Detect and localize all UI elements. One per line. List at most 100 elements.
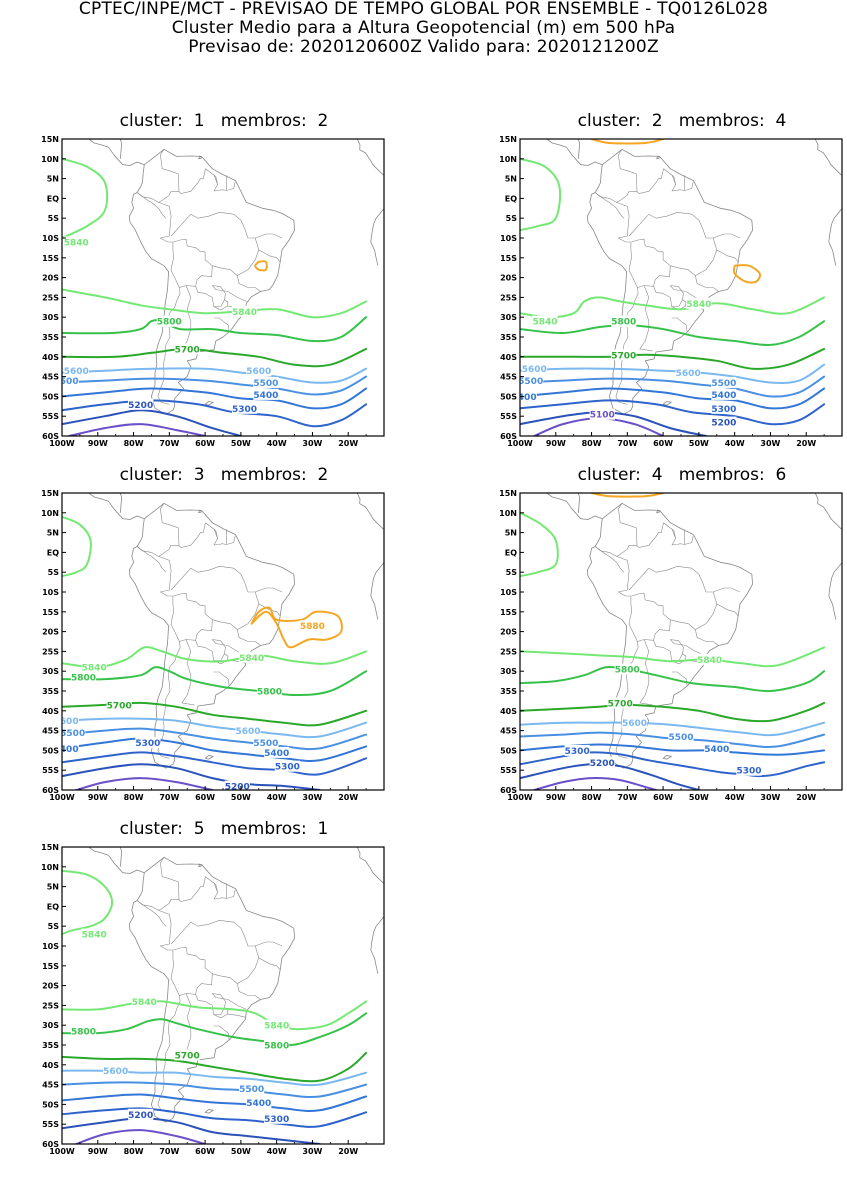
contour-5840 (62, 1001, 366, 1029)
country-border (159, 556, 174, 624)
country-border (171, 239, 212, 287)
country-border (255, 588, 282, 592)
contour-label: 5600 (246, 367, 271, 377)
lat-label: 20S (500, 274, 517, 283)
lat-label: 35S (500, 687, 517, 696)
country-border (713, 588, 740, 592)
contour-label: 5600 (103, 1067, 128, 1077)
lon-label: 40W (267, 793, 287, 802)
contour-label: 5840 (64, 239, 89, 249)
lat-label: 10S (500, 588, 517, 597)
country-border (237, 276, 260, 292)
country-border (617, 556, 632, 624)
lat-label: 20S (42, 982, 59, 991)
lat-label: 50S (500, 392, 517, 401)
lat-label: 50S (42, 746, 59, 755)
lat-label: 40S (500, 353, 517, 362)
contour-5700 (520, 703, 824, 721)
map-area: 5840584058405800580057005600550054005300… (62, 842, 393, 1144)
contour-label: 5400 (704, 745, 729, 755)
country-border (629, 239, 670, 287)
lon-label: 70W (159, 793, 179, 802)
lat-label: 15N (499, 135, 517, 144)
coastline (357, 493, 393, 535)
lon-label: 40W (725, 439, 745, 448)
country-border (137, 901, 159, 911)
country-border (664, 169, 694, 191)
lat-label: 40S (42, 1061, 59, 1070)
lon-label: 30W (302, 793, 322, 802)
contour-5700 (62, 349, 366, 366)
lon-label: 100W (49, 793, 75, 802)
lon-label: 100W (507, 439, 533, 448)
contour-5840 (62, 871, 112, 934)
contour-5300 (520, 400, 824, 424)
lon-label: 50W (231, 793, 251, 802)
country-border (717, 604, 738, 616)
lat-label: 30S (500, 667, 517, 676)
contour-label: 5500 (239, 1085, 264, 1095)
lon-label: 30W (760, 793, 780, 802)
lat-label: 15N (41, 843, 59, 852)
lat-label: 10S (42, 942, 59, 951)
lat-label: 15N (41, 489, 59, 498)
contour-5100 (534, 418, 663, 436)
header-title: CPTEC/INPE/MCT - PREVISAO DE TEMPO GLOBA… (0, 0, 847, 19)
country-border (670, 228, 717, 276)
lon-label: 90W (88, 439, 108, 448)
contour-label: 5500 (253, 379, 278, 389)
country-border (255, 234, 282, 238)
contour-label: 5600 (676, 369, 701, 379)
lat-label: EQ (505, 548, 517, 557)
contour-label: 5400 (264, 749, 289, 759)
lon-label: 20W (796, 793, 816, 802)
lon-label: 100W (49, 439, 75, 448)
map-area: 5880584058405800580057006005600550055004… (60, 488, 393, 793)
lat-label: 5N (47, 883, 59, 892)
country-border (617, 523, 664, 557)
lat-label: 15N (499, 489, 517, 498)
country-border (237, 984, 260, 1000)
country-border (713, 234, 740, 238)
lat-label: 30S (500, 313, 517, 322)
lat-label: 35S (500, 333, 517, 342)
panel-title: cluster: 2 membros: 4 (458, 111, 847, 131)
country-border (617, 169, 664, 203)
coastline (62, 134, 122, 159)
coastline (357, 847, 393, 889)
lat-label: 40S (42, 353, 59, 362)
contour-5400 (520, 389, 824, 409)
contour-label: 5800 (264, 1042, 289, 1052)
lat-label: 25S (42, 1001, 59, 1010)
contour-5300 (62, 400, 366, 426)
coastline (357, 139, 393, 181)
lat-label: 5N (47, 175, 59, 184)
country-border (171, 212, 244, 236)
lat-label: 50S (500, 746, 517, 755)
contour-label: 5840 (686, 300, 711, 310)
country-border (717, 250, 738, 262)
contour-label: 5200 (128, 1111, 153, 1121)
lon-label: 100W (507, 793, 533, 802)
lon-label: 30W (302, 1147, 322, 1156)
coastline (62, 488, 122, 513)
country-border (654, 286, 684, 307)
contour-label: 5700 (611, 351, 636, 361)
contour-label: 5400 (253, 391, 278, 401)
lat-label: 35S (42, 687, 59, 696)
country-border (137, 547, 166, 573)
country-border (672, 300, 686, 310)
lon-label: 50W (689, 439, 709, 448)
country-border (618, 503, 637, 545)
contour-5800 (62, 667, 366, 695)
lat-label: 30S (42, 667, 59, 676)
contour-5800 (520, 321, 824, 345)
country-border (212, 936, 258, 984)
lat-label: 25S (500, 293, 517, 302)
